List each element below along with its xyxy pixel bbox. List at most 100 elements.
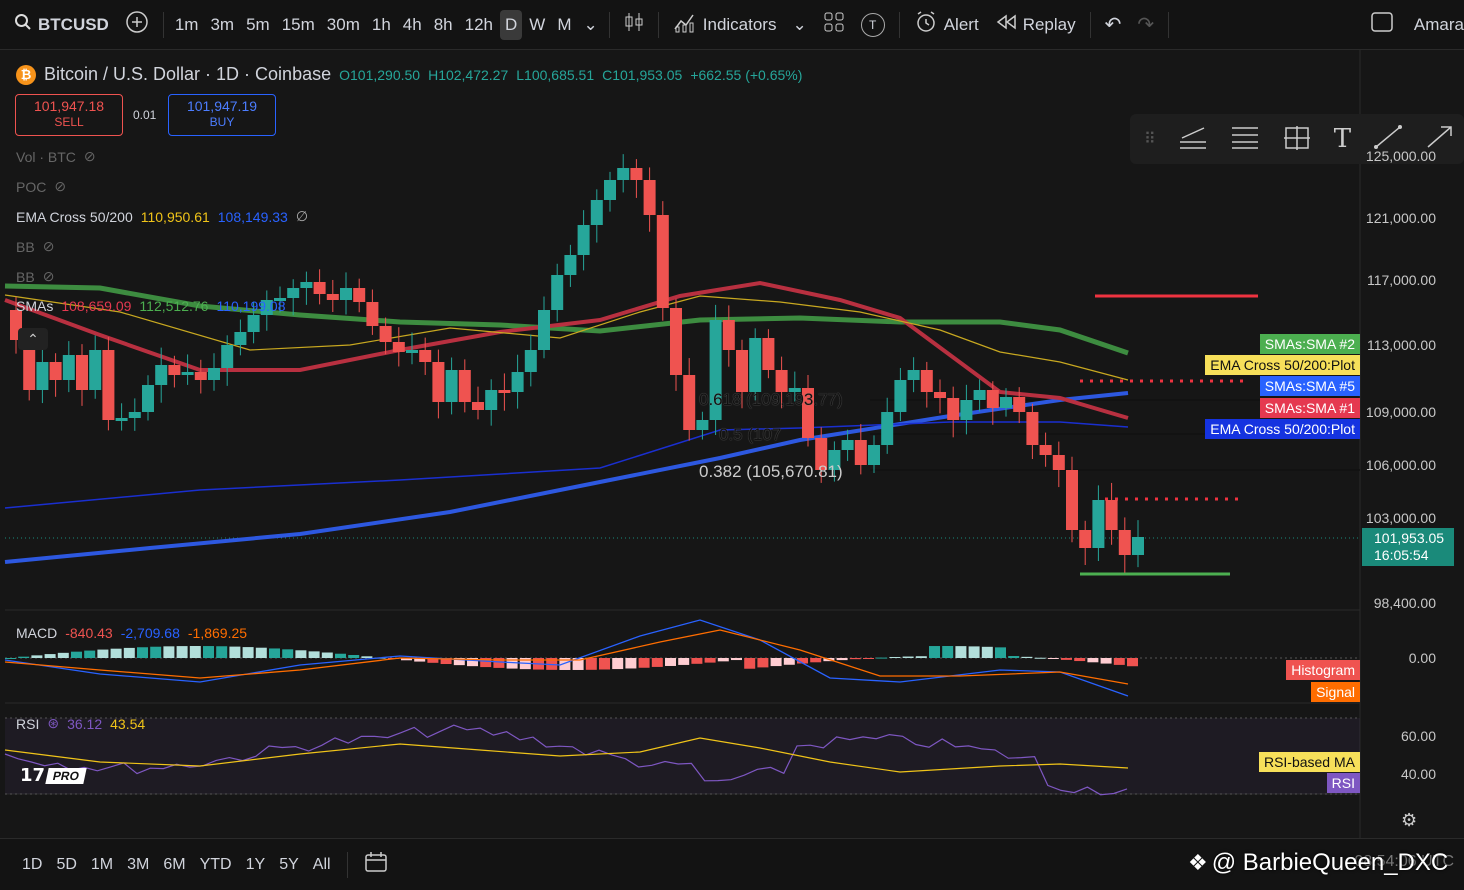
buy-button[interactable]: 101,947.19 BUY [168,94,276,136]
axis-settings-button[interactable]: ⚙ [1401,810,1418,830]
timeframe-W[interactable]: W [529,14,546,34]
candle-body [221,345,234,368]
drag-handle-icon[interactable]: ⠿ [1144,131,1156,148]
eye-off-icon[interactable]: ⊘ [83,148,96,164]
timeframe-1h[interactable]: 1h [371,14,391,34]
replay-button[interactable]: Replay [987,7,1084,43]
chart-area[interactable]: ₿ Bitcoin / U.S. Dollar · 1D · Coinbase … [0,50,1464,878]
macd-legend[interactable]: MACD -840.43 -2,709.68 -1,869.25 [16,625,247,641]
candle-body [1092,500,1105,548]
range-ytd[interactable]: YTD [199,855,232,873]
rsi-band [5,718,1360,794]
bb-legend-1[interactable]: BB ⊘ [16,238,54,255]
sma-green-line [4,283,1129,356]
divider [657,11,659,38]
sell-button[interactable]: 101,947.18 SELL [15,94,123,136]
indicators-button[interactable]: Indicators [665,7,785,43]
macd-histogram-bar [559,658,571,670]
macd-histogram-bar [546,658,558,670]
layouts-button[interactable] [815,7,853,43]
candle-body [23,340,36,390]
redo-button[interactable]: ↷ [1129,7,1162,43]
rsi-value: 36.12 [67,715,103,732]
candle-body [722,320,735,350]
undo-button[interactable]: ↶ [1097,7,1130,43]
timeframe-3m[interactable]: 3m [210,14,235,34]
poc-legend[interactable]: POC ⊘ [16,178,66,195]
rsi-tag: RSI [1326,773,1360,793]
ema-label: EMA Cross 50/200 [16,208,133,225]
indicators-dropdown[interactable]: ⌄ [784,7,814,43]
range-1d[interactable]: 1D [22,855,43,873]
range-5y[interactable]: 5Y [279,855,299,873]
candle-body [102,350,115,420]
compare-button[interactable] [117,7,157,43]
range-5d[interactable]: 5D [56,855,77,873]
rsi-ma-value: 43.54 [110,715,146,732]
go-to-date-button[interactable] [354,851,398,878]
eye-off-icon[interactable]: ⊘ [54,178,67,194]
range-1y[interactable]: 1Y [245,855,266,873]
candle-body [36,362,49,390]
fib-tool-icon[interactable] [1230,124,1260,155]
smas-legend[interactable]: SMAs 108,659.09 112,512.76 110,199.08 [16,298,285,314]
candles-icon [624,11,644,38]
user-layout-label: Amara [1413,14,1464,34]
sma-blue-line [4,421,1129,509]
trendline-tool-icon[interactable] [1178,124,1208,155]
timeframe-15m[interactable]: 15m [281,14,315,34]
range-3m[interactable]: 3M [127,855,150,873]
text-tool-icon[interactable]: T [1333,124,1352,154]
price-chart-canvas[interactable] [0,50,1464,838]
redo-icon: ↷ [1137,14,1155,36]
timeframe-D[interactable]: D [500,9,523,40]
line-tool-icon[interactable] [1373,124,1403,155]
ema-legend[interactable]: EMA Cross 50/200 110,950.61 108,149.33 ∅ [16,208,308,225]
timeframe-1m[interactable]: 1m [174,14,199,34]
candle-body [247,315,260,332]
candle-body [115,418,128,421]
bb-legend-2[interactable]: BB ⊘ [16,268,54,285]
alert-button[interactable]: Alert [906,7,987,43]
timeframe-5m[interactable]: 5m [246,14,270,34]
volume-legend[interactable]: Vol · BTC ⊘ [16,148,96,165]
macd-line [4,619,1129,697]
price-axis-label: 103,000.00 [1365,510,1436,526]
timeframe-4h[interactable]: 4h [402,14,422,34]
divider [608,11,610,38]
hidden-icon[interactable]: ∅ [295,208,309,224]
timeframe-12h[interactable]: 12h [464,14,494,34]
range-all[interactable]: All [312,855,331,873]
calendar-icon [364,852,388,877]
macd-histogram-bar [361,656,373,658]
templates-button[interactable]: T [853,7,893,43]
macd-histogram-bar [638,658,650,668]
timeframe-30m[interactable]: 30m [326,14,360,34]
macd-histogram-bar [691,658,703,664]
eye-off-icon[interactable]: ⊘ [42,238,55,254]
tv-logo-icon: 17 [20,765,46,786]
measure-tool-icon[interactable] [1282,124,1312,155]
timeframe-dropdown-icon[interactable]: ⌄ [583,14,598,34]
timeframe-M[interactable]: M [557,14,572,34]
macd-histogram-bar [480,658,492,668]
utc-clock[interactable]: 08:54:06 UTC [1354,853,1454,870]
candle-body [260,300,273,315]
chart-type-button[interactable] [616,7,652,43]
collapse-legend-button[interactable]: ⌃ [18,328,48,350]
timeframe-8h[interactable]: 8h [433,14,453,34]
histogram-tag: Histogram [1286,660,1360,680]
candle-body [406,350,418,353]
rsi-legend[interactable]: RSI ⊛ 36.12 43.54 [16,715,145,732]
current-price-badge: 101,953.05 16:05:54 [1362,528,1454,566]
rsi-settings-icon[interactable]: ⊛ [47,715,60,731]
range-1m[interactable]: 1M [90,855,114,873]
candle-body [419,350,432,362]
ohlc-open: O101,290.50 [339,66,421,83]
eye-off-icon[interactable]: ⊘ [42,268,55,284]
range-6m[interactable]: 6M [163,855,186,873]
symbol-search[interactable]: BTCUSD [0,7,117,43]
arrow-tool-icon[interactable] [1425,124,1455,155]
sell-label: SELL [54,115,84,129]
layout-name-button[interactable]: Amara [1362,7,1464,43]
